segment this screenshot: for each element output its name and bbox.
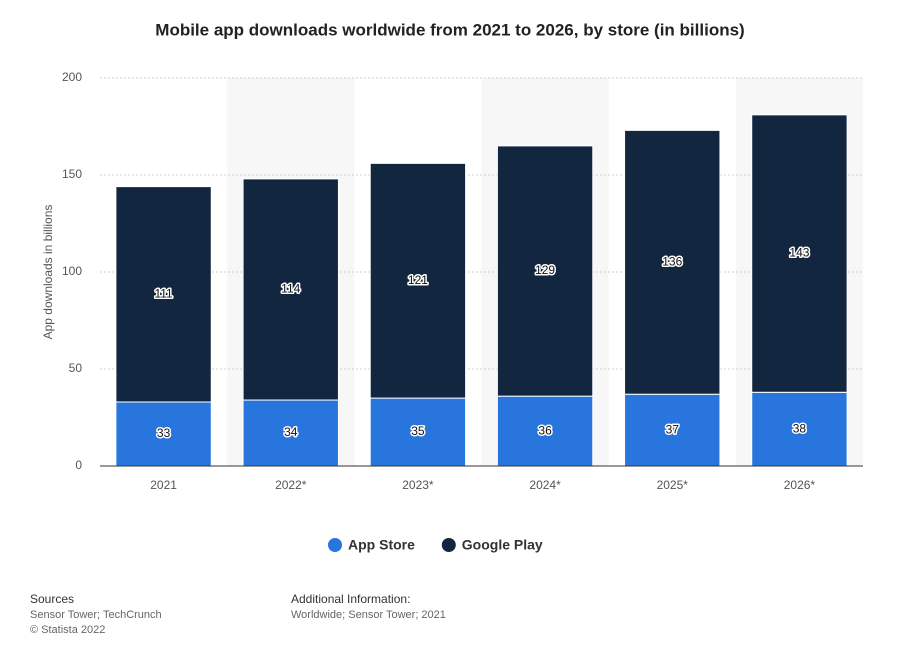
x-tick-label: 2026*	[784, 478, 816, 492]
copyright: © Statista 2022	[30, 624, 105, 636]
x-tick-label: 2025*	[657, 478, 689, 492]
data-label: 129	[535, 263, 555, 277]
data-label: 143	[789, 246, 809, 260]
data-label: 111	[154, 286, 173, 300]
y-tick-label: 200	[62, 70, 82, 84]
x-tick-label: 2023*	[402, 478, 434, 492]
y-tick-label: 0	[75, 458, 82, 472]
data-label: 33	[157, 426, 171, 440]
sources: Sensor Tower; TechCrunch	[30, 609, 162, 621]
additional-info: Worldwide; Sensor Tower; 2021	[291, 609, 446, 621]
x-tick-label: 2021	[150, 478, 177, 492]
chart-title: Mobile app downloads worldwide from 2021…	[155, 20, 744, 39]
legend-label: Google Play	[462, 537, 543, 553]
bar-segment	[115, 186, 212, 403]
data-label: 34	[284, 425, 298, 439]
legend-swatch	[441, 538, 456, 552]
data-label: 38	[793, 421, 807, 435]
data-label: 114	[281, 282, 300, 296]
additional-title: Additional Information:	[291, 592, 410, 606]
data-label: 37	[666, 422, 680, 436]
bar-segment	[242, 399, 339, 467]
bar-segment	[242, 178, 339, 401]
data-label: 136	[662, 254, 682, 268]
sources-title: Sources	[30, 592, 74, 606]
legend-swatch	[328, 538, 342, 552]
y-tick-label: 150	[62, 167, 82, 181]
data-label: 36	[538, 423, 552, 437]
bar-segment	[624, 129, 721, 395]
data-label: 121	[408, 273, 428, 287]
bar-segment	[751, 114, 848, 393]
y-tick-label: 100	[62, 264, 82, 278]
y-tick-label: 50	[69, 361, 83, 375]
data-label: 35	[411, 424, 425, 438]
legend: App Store Google Play	[328, 537, 543, 553]
bar-segment	[369, 397, 467, 467]
x-tick-label: 2024*	[529, 478, 561, 492]
bar-segment	[496, 145, 594, 397]
legend-label: App Store	[348, 537, 415, 553]
bar-segment	[115, 401, 212, 467]
plot-area: 0 50 100 150 200 2021 33 111 2022* 34 114 2023* 35 12…	[62, 70, 863, 492]
x-tick-label: 2022*	[275, 478, 307, 492]
bar-segment	[751, 391, 848, 467]
bar-segment	[624, 393, 721, 467]
bar-segment	[369, 162, 467, 399]
y-axis-label: App downloads in billions	[41, 205, 55, 340]
